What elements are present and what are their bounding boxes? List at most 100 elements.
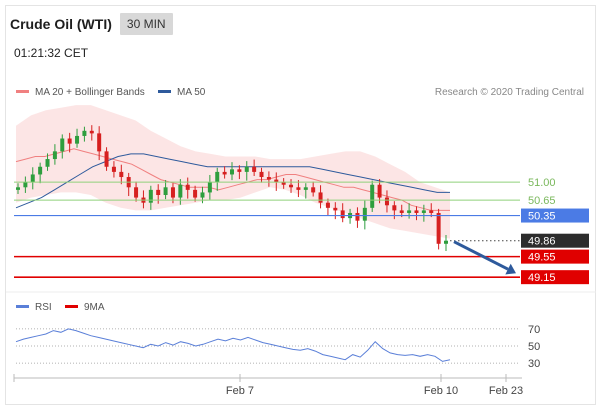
candle-body	[237, 169, 242, 172]
candle	[340, 203, 345, 223]
candle	[333, 202, 338, 220]
timestamp: 01:21:32 CET	[14, 46, 89, 60]
candle	[119, 164, 124, 185]
candle-body	[23, 182, 28, 188]
candle	[237, 165, 242, 180]
instrument-title: Crude Oil (WTI)	[10, 16, 112, 32]
candle-body	[119, 171, 124, 178]
level-lines: 51.00 50.65 50.35 49.86 49.55 49.15	[14, 177, 589, 285]
candle	[414, 206, 419, 221]
candle	[318, 185, 323, 209]
candle	[325, 198, 330, 216]
candle	[244, 161, 249, 181]
candle-body	[274, 179, 279, 183]
candle-body	[444, 240, 448, 244]
ma50-legend-swatch	[158, 90, 171, 93]
candle-body	[193, 189, 198, 198]
candle	[311, 181, 316, 197]
candle-body	[52, 151, 57, 160]
candle-body	[67, 138, 72, 144]
candle-body	[185, 184, 190, 190]
candle-body	[148, 189, 153, 203]
candle	[215, 167, 220, 191]
candle	[222, 166, 227, 179]
candle-body	[407, 210, 412, 213]
x-tick-label: Feb 7	[226, 385, 254, 397]
candle	[421, 204, 426, 222]
rsi-legend-swatch	[16, 305, 29, 308]
candle-body	[281, 182, 286, 185]
candle-body	[75, 135, 80, 144]
forecast-arrow-shaft	[453, 240, 509, 271]
candle-body	[421, 210, 426, 213]
level-label: 49.55	[528, 252, 556, 264]
candle-body	[266, 177, 271, 180]
candle-body	[244, 166, 249, 172]
x-tick-label: Feb 10	[424, 385, 458, 397]
candle-body	[82, 130, 87, 136]
candle-body	[399, 210, 404, 213]
candle	[185, 177, 190, 199]
candle-body	[429, 210, 434, 213]
candle	[75, 128, 80, 148]
rsi-tick-label: 30	[528, 358, 540, 370]
candle-body	[60, 138, 65, 152]
candle	[30, 167, 35, 190]
candle	[148, 185, 153, 210]
level-label: 50.35	[528, 211, 556, 223]
level-label: 49.15	[528, 272, 556, 284]
candle-body	[222, 171, 227, 175]
candle	[38, 162, 43, 184]
ma50-line	[15, 153, 450, 209]
candle	[111, 161, 116, 178]
ma20-legend-swatch	[16, 90, 29, 93]
candle-body	[392, 205, 397, 211]
ma9-legend-label: 9MA	[84, 302, 105, 313]
candle	[289, 179, 294, 193]
candle-body	[325, 202, 330, 208]
candle	[230, 162, 234, 181]
candle-body	[134, 187, 139, 198]
candle-body	[178, 184, 183, 198]
candle-body	[200, 192, 205, 198]
candle-body	[370, 184, 375, 208]
candle	[355, 207, 360, 228]
level-label: 51.00	[528, 177, 556, 189]
candle-body	[318, 192, 323, 203]
candle	[252, 159, 257, 176]
rsi-panel: 70 50 30	[15, 324, 540, 370]
chart-header: Crude Oil (WTI) 30 MIN	[10, 12, 173, 36]
candle-body	[355, 212, 360, 221]
candle	[193, 185, 198, 202]
candle-body	[230, 169, 234, 175]
candle-body	[156, 189, 161, 195]
candle-body	[215, 171, 220, 183]
candle	[384, 190, 389, 213]
candle	[60, 134, 65, 159]
candle	[303, 183, 308, 199]
candle	[134, 181, 139, 202]
candle	[45, 153, 50, 171]
candle	[207, 174, 212, 200]
ma20-legend-label: MA 20 + Bollinger Bands	[35, 87, 145, 98]
candle	[266, 171, 271, 187]
candle-body	[89, 130, 94, 134]
rsi-line	[15, 328, 451, 362]
ma50-legend-label: MA 50	[177, 87, 206, 98]
candle-body	[362, 207, 367, 221]
x-tick-label: Feb 23	[489, 385, 523, 397]
candle	[429, 203, 434, 218]
candle-body	[97, 133, 102, 152]
candle-body	[163, 187, 168, 195]
candle-body	[377, 184, 382, 198]
candle	[163, 180, 168, 200]
candle	[89, 125, 94, 141]
rsi-tick-label: 70	[528, 324, 540, 336]
ma9-legend-swatch	[65, 305, 78, 308]
x-axis: Feb 7 Feb 10 Feb 23	[226, 374, 523, 397]
candle-body	[30, 174, 35, 183]
level-label-box	[521, 270, 589, 285]
timeframe-badge[interactable]: 30 MIN	[119, 13, 173, 35]
candle-body	[252, 166, 257, 172]
